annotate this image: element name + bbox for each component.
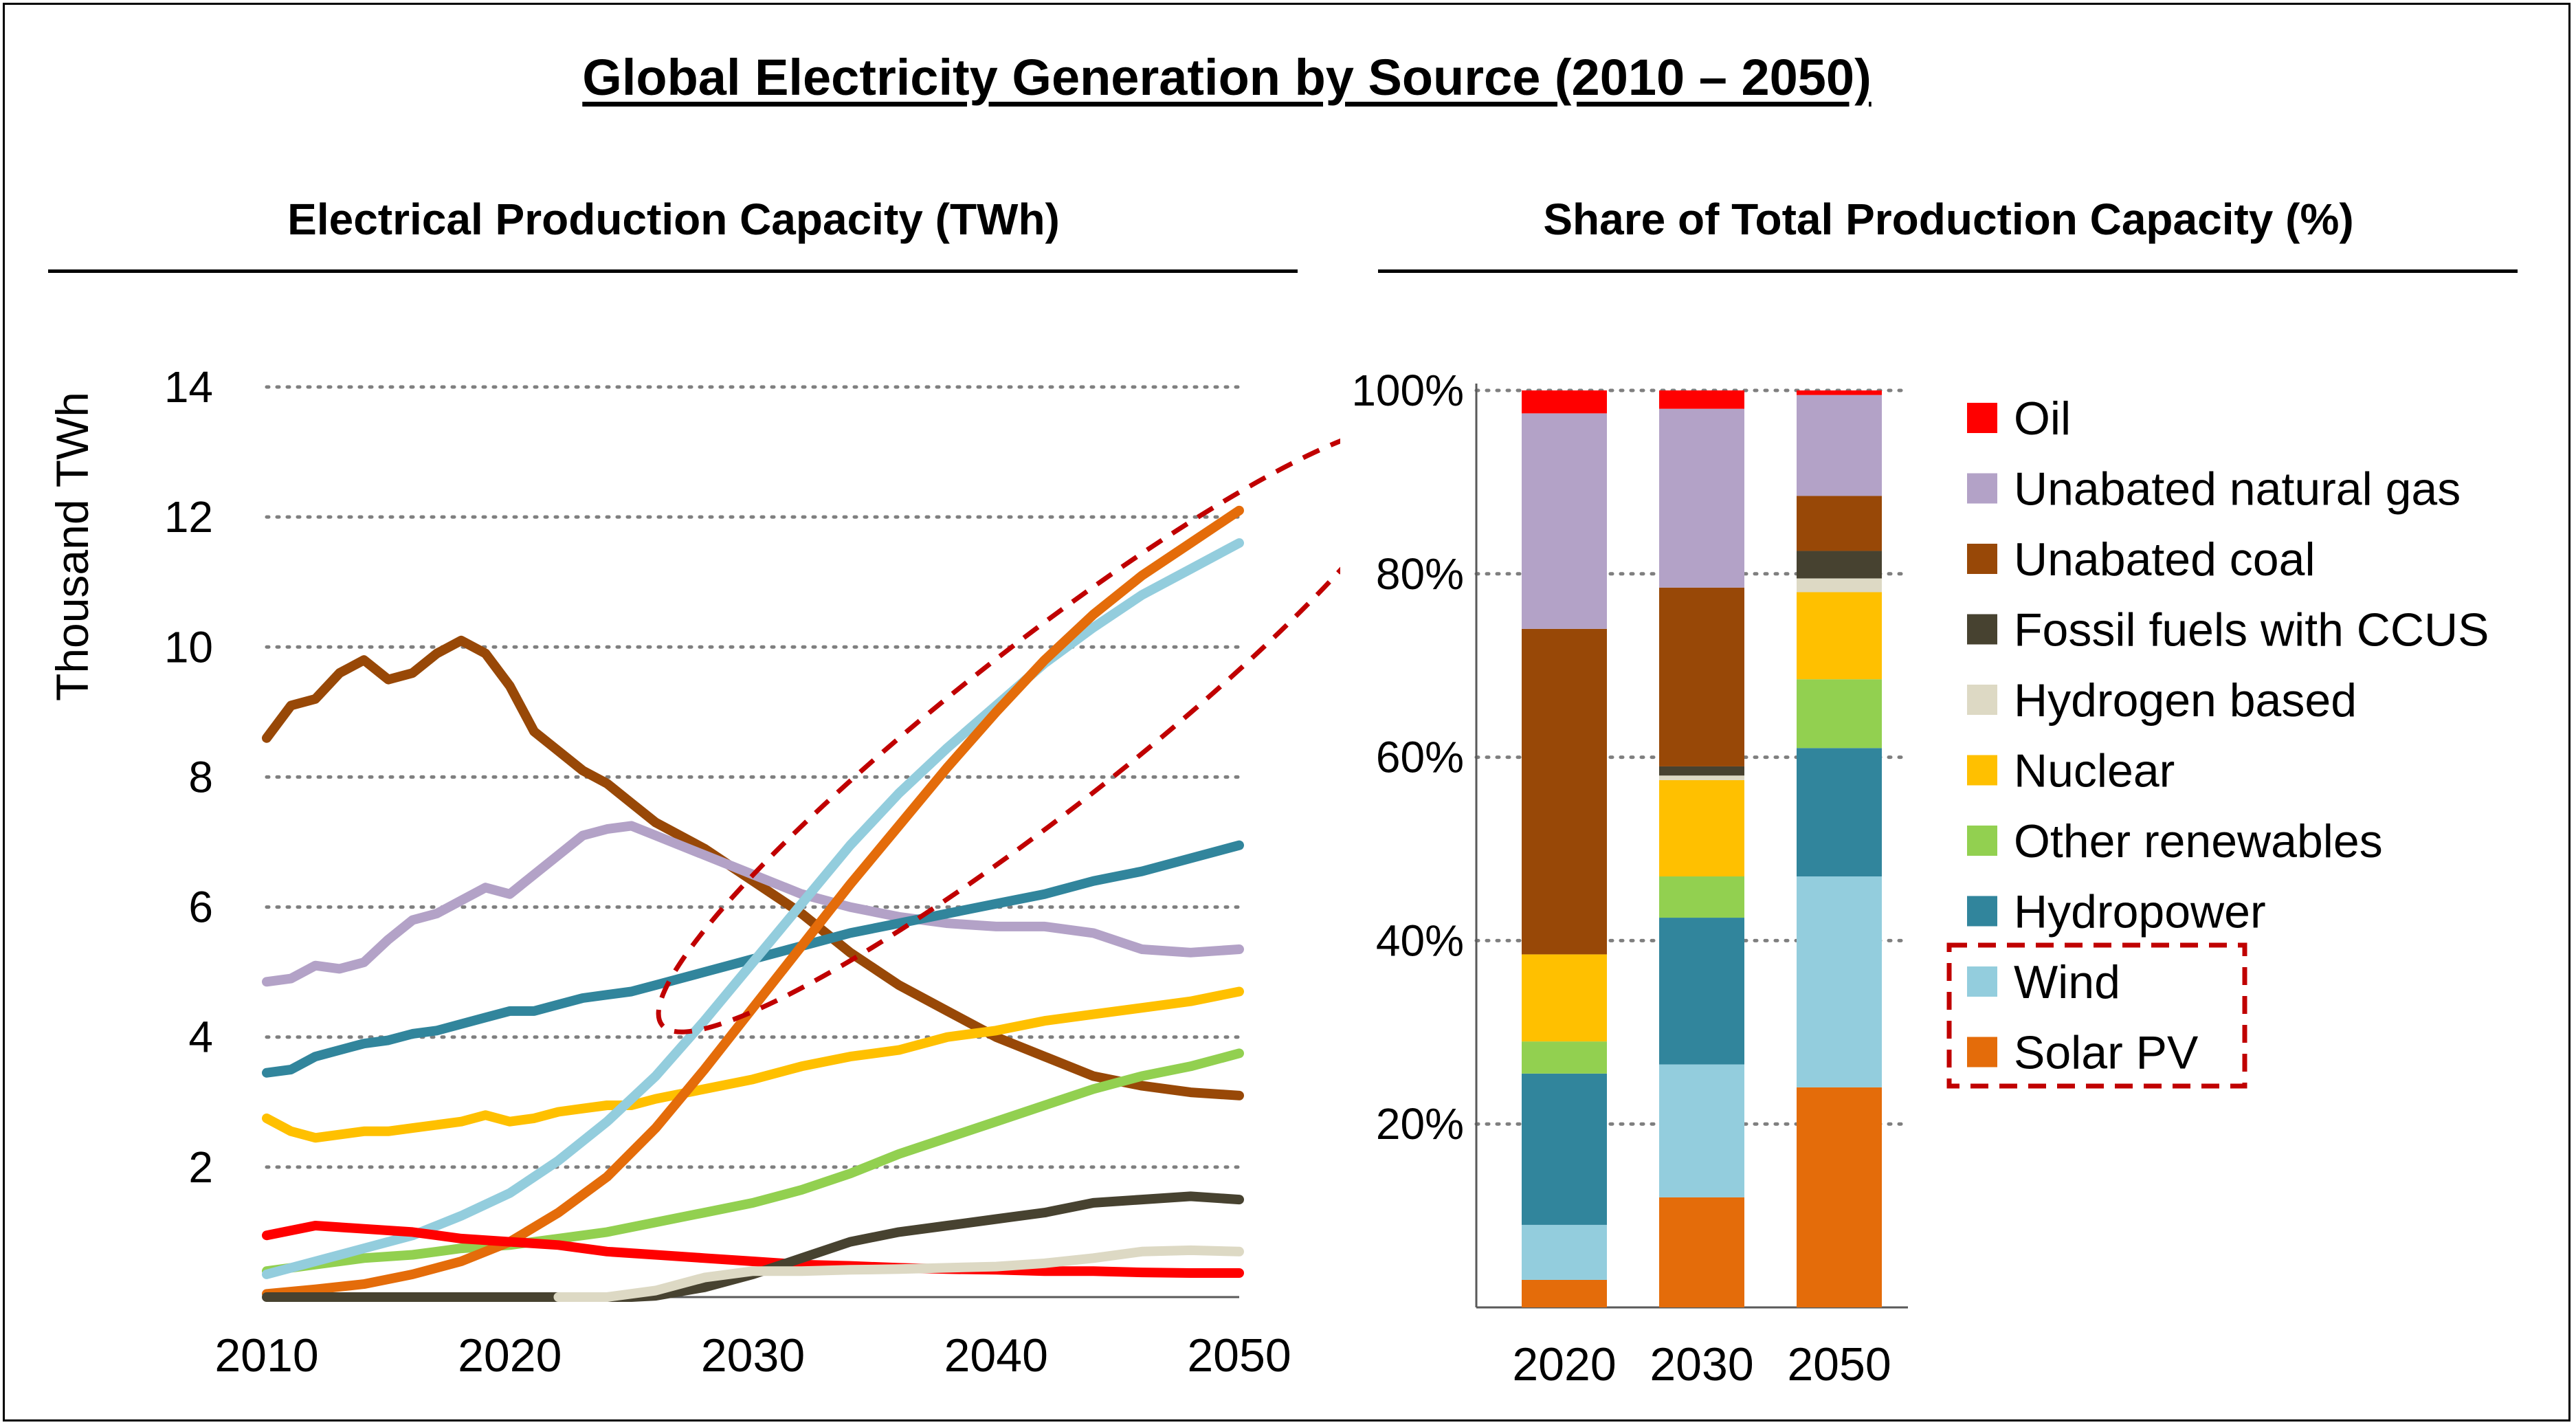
x-tick-label: 2040 <box>944 1329 1048 1382</box>
series-line-unabated-coal <box>262 635 1244 1100</box>
y-tick-label: 6 <box>188 883 213 932</box>
figure-frame <box>3 3 2571 1422</box>
y-tick-label: 40% <box>1376 916 1464 965</box>
series-line-fossil-fuels-with-ccus <box>262 1191 1244 1302</box>
legend-swatch-solar-pv <box>1967 1037 1997 1068</box>
bar-segment-other-renewables-2020 <box>1522 1041 1607 1074</box>
legend-label-unabated-coal: Unabated coal <box>2014 533 2316 586</box>
legend-swatch-unabated-coal <box>1967 544 1997 574</box>
legend-label-hydropower: Hydropower <box>2014 886 2266 938</box>
legend-swatch-oil <box>1967 403 1997 433</box>
bar-segment-hydropower-2050 <box>1797 748 1882 877</box>
bar-segment-oil-2050 <box>1797 390 1882 395</box>
legend-label-other-renewables: Other renewables <box>2014 815 2383 867</box>
bar-segment-oil-2020 <box>1522 390 1607 414</box>
highlight-ellipse <box>656 423 1340 1035</box>
legend-label-fossil-fuels-with-ccus: Fossil fuels with CCUS <box>2014 604 2489 656</box>
y-tick-label: 60% <box>1376 733 1464 782</box>
y-tick-label: 10 <box>164 622 213 672</box>
legend-highlight-box <box>1946 942 2247 1089</box>
series-line-solar-pv <box>262 505 1244 1299</box>
bar-segment-unabated-coal-2030 <box>1659 587 1744 766</box>
bar-segment-unabated-natural-gas-2050 <box>1797 395 1882 496</box>
y-tick-label: 80% <box>1376 549 1464 599</box>
right-panel-rule <box>1378 269 2518 273</box>
legend-label-unabated-natural-gas: Unabated natural gas <box>2014 463 2461 516</box>
bar-segment-unabated-natural-gas-2020 <box>1522 413 1607 629</box>
bar-segment-unabated-natural-gas-2030 <box>1659 408 1744 588</box>
main-title: Global Electricity Generation by Source … <box>582 49 1872 106</box>
legend-swatch-hydropower <box>1967 896 1997 927</box>
bar-segment-solar-pv-2050 <box>1797 1087 1882 1307</box>
y-tick-label: 14 <box>164 362 213 412</box>
legend-label-hydrogen-based: Hydrogen based <box>2014 674 2357 727</box>
legend-swatch-other-renewables <box>1967 826 1997 856</box>
legend-swatch-unabated-natural-gas <box>1967 473 1997 504</box>
x-tick-label: 2030 <box>701 1329 805 1382</box>
x-tick-label: 2050 <box>1787 1338 1891 1391</box>
legend-label-solar-pv: Solar PV <box>2014 1027 2199 1079</box>
legend-swatch-hydrogen-based <box>1967 685 1997 715</box>
bar-segment-solar-pv-2030 <box>1659 1197 1744 1307</box>
bar-segment-unabated-coal-2050 <box>1797 496 1882 551</box>
bar-segment-nuclear-2030 <box>1659 779 1744 877</box>
x-tick-label: 2020 <box>1512 1338 1616 1391</box>
bar-segment-wind-2030 <box>1659 1064 1744 1197</box>
bar-segment-other-renewables-2050 <box>1797 679 1882 749</box>
bar-segment-hydrogen-based-2030 <box>1659 775 1744 780</box>
left-panel-title: Electrical Production Capacity (TWh) <box>287 195 1060 244</box>
legend-label-nuclear: Nuclear <box>2014 745 2175 797</box>
y-tick-label: 100% <box>1351 366 1464 415</box>
legend-swatch-fossil-fuels-with-ccus <box>1967 614 1997 645</box>
bar-segment-other-renewables-2030 <box>1659 876 1744 918</box>
bar-segment-hydropower-2030 <box>1659 918 1744 1065</box>
left-panel-rule <box>48 269 1298 273</box>
bar-segment-wind-2020 <box>1522 1224 1607 1280</box>
y-tick-label: 4 <box>188 1013 213 1062</box>
x-tick-label: 2020 <box>458 1329 562 1382</box>
bar-segment-nuclear-2050 <box>1797 592 1882 680</box>
y-tick-label: 20% <box>1376 1099 1464 1149</box>
bar-segment-solar-pv-2020 <box>1522 1279 1607 1307</box>
bar-segment-hydrogen-based-2050 <box>1797 578 1882 593</box>
y-tick-label: 8 <box>188 752 213 801</box>
series-line-wind <box>262 538 1244 1279</box>
legend-label-oil: Oil <box>2014 392 2071 445</box>
series-line-other-renewables <box>262 1048 1244 1276</box>
legend-swatch-wind <box>1967 966 1997 997</box>
stacked-bar-chart: 20% 40% 60% 80% 100% 2020 2030 2050 Oil Unabated … <box>1351 366 2489 1391</box>
bar-segment-wind-2050 <box>1797 876 1882 1087</box>
legend-label-wind: Wind <box>2014 956 2120 1008</box>
y-tick-label: 2 <box>188 1142 213 1192</box>
bar-segment-fossil-fuels-with-ccus-2030 <box>1659 766 1744 776</box>
y-axis-label: Thousand TWh <box>47 392 98 701</box>
y-tick-label: 12 <box>164 492 213 542</box>
line-chart: 2 4 6 8 10 12 14 2010 2020 2030 2040 2050 Thousand T… <box>47 362 1340 1382</box>
bar-segment-hydropower-2020 <box>1522 1073 1607 1225</box>
series-line-hydrogen-based <box>553 1245 1244 1302</box>
series-line-oil <box>262 1221 1244 1278</box>
bar-segment-fossil-fuels-with-ccus-2050 <box>1797 551 1882 579</box>
bar-segment-nuclear-2020 <box>1522 954 1607 1042</box>
x-tick-label: 2030 <box>1650 1338 1753 1391</box>
bar-segment-unabated-coal-2020 <box>1522 628 1607 955</box>
series-line-nuclear <box>262 986 1244 1143</box>
legend-swatch-nuclear <box>1967 755 1997 786</box>
series-line-unabated-natural-gas <box>262 821 1244 987</box>
bar-segment-oil-2030 <box>1659 390 1744 409</box>
x-tick-label: 2050 <box>1187 1329 1291 1382</box>
series-line-hydropower <box>262 840 1244 1078</box>
x-tick-label: 2010 <box>214 1329 318 1382</box>
right-panel-title: Share of Total Production Capacity (%) <box>1543 195 2354 244</box>
